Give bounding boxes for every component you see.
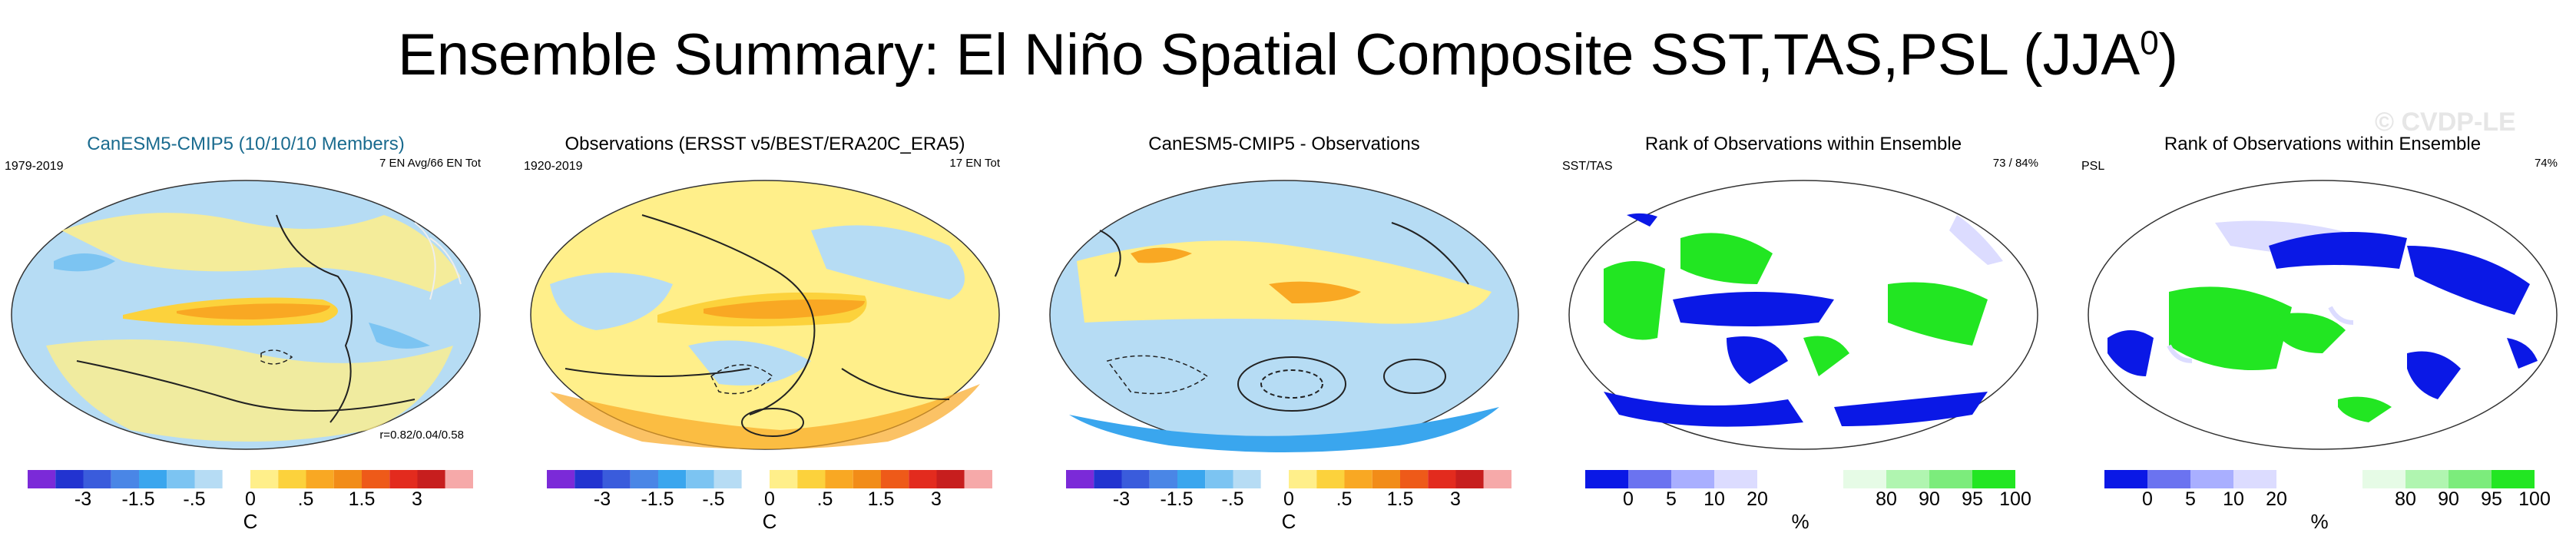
title-superscript: 0 bbox=[2140, 24, 2159, 62]
period-label: 1920-2019 bbox=[524, 160, 583, 173]
colorbar-tick: 0 bbox=[1283, 488, 1294, 510]
colorbar-unit: % bbox=[2310, 510, 2329, 533]
panel-rank-sst: Rank of Observations within Ensemble SST… bbox=[1558, 131, 2049, 538]
colorbar-tick: .5 bbox=[297, 488, 314, 510]
period-label: 1979-2019 bbox=[5, 160, 64, 173]
colorbar-tick: 0 bbox=[2142, 488, 2153, 510]
rank-map bbox=[2088, 180, 2558, 450]
count-label: 17 EN Tot bbox=[949, 157, 1000, 170]
colorbar-tick: 80 bbox=[2395, 488, 2416, 510]
sst-map bbox=[11, 180, 481, 450]
colorbar-unit: C bbox=[762, 510, 777, 533]
colorbar-tick: -.5 bbox=[1221, 488, 1244, 510]
title-text: Ensemble Summary: El Niño Spatial Compos… bbox=[398, 22, 2141, 88]
colorbar-tick: 20 bbox=[1747, 488, 1768, 510]
colorbar bbox=[1066, 470, 1511, 488]
percent-label: 74% bbox=[2534, 157, 2558, 170]
colorbar-tick: -1.5 bbox=[121, 488, 155, 510]
colorbar-unit: % bbox=[1791, 510, 1809, 533]
colorbar-tick: 5 bbox=[2185, 488, 2196, 510]
panel-observations: Observations (ERSST v5/BEST/ERA20C_ERA5)… bbox=[519, 131, 1011, 538]
colorbar-tick: -1.5 bbox=[1160, 488, 1194, 510]
colorbar bbox=[2104, 470, 2535, 488]
colorbar-tick: -.5 bbox=[183, 488, 206, 510]
colorbar-tick: 20 bbox=[2266, 488, 2287, 510]
title-close: ) bbox=[2158, 22, 2178, 88]
colorbar-tick: -3 bbox=[593, 488, 611, 510]
colorbar-tick: 1.5 bbox=[348, 488, 376, 510]
colorbar-unit: C bbox=[1281, 510, 1296, 533]
count-label: 7 EN Avg/66 EN Tot bbox=[379, 157, 481, 170]
colorbar-tick: -3 bbox=[74, 488, 92, 510]
correlation-label: r=0.82/0.04/0.58 bbox=[379, 429, 464, 442]
colorbar-unit: C bbox=[243, 510, 258, 533]
colorbar-tick: 5 bbox=[1666, 488, 1677, 510]
colorbar-tick: 100 bbox=[2518, 488, 2551, 510]
colorbar-tick: 95 bbox=[1962, 488, 1983, 510]
colorbar-tick: 100 bbox=[1999, 488, 2031, 510]
colorbar-tick: -3 bbox=[1112, 488, 1131, 510]
percent-label: 73 / 84% bbox=[1992, 157, 2038, 170]
panel-title: CanESM5-CMIP5 - Observations bbox=[1148, 134, 1420, 154]
colorbar-tick: 0 bbox=[245, 488, 256, 510]
panel-title: Observations (ERSST v5/BEST/ERA20C_ERA5) bbox=[565, 134, 965, 154]
panel-model: CanESM5-CMIP5 (10/10/10 Members) 1979-20… bbox=[0, 131, 492, 538]
watermark: © CVDP-LE bbox=[2375, 108, 2516, 137]
page-title: Ensemble Summary: El Niño Spatial Compos… bbox=[0, 22, 2576, 88]
colorbar-tick: 3 bbox=[1450, 488, 1461, 510]
sst-map bbox=[1049, 180, 1519, 452]
colorbar-tick: 90 bbox=[1919, 488, 1940, 510]
colorbar bbox=[28, 470, 473, 488]
panel-rank-psl: Rank of Observations within Ensemble PSL… bbox=[2077, 131, 2568, 538]
colorbar-tick: .5 bbox=[1336, 488, 1353, 510]
panel-difference: CanESM5-CMIP5 - Observations -3 -1.5 -.5… bbox=[1038, 131, 1530, 538]
colorbar-tick: 10 bbox=[2223, 488, 2244, 510]
colorbar-tick: -1.5 bbox=[641, 488, 674, 510]
colorbar-tick: 0 bbox=[1623, 488, 1634, 510]
colorbar bbox=[547, 470, 992, 488]
variable-label: SST/TAS bbox=[1562, 160, 1613, 173]
colorbar-tick: 95 bbox=[2481, 488, 2502, 510]
panel-title: CanESM5-CMIP5 (10/10/10 Members) bbox=[87, 134, 405, 154]
rank-map bbox=[1568, 180, 2038, 450]
colorbar-tick: 3 bbox=[412, 488, 422, 510]
colorbar-tick: 0 bbox=[764, 488, 775, 510]
colorbar-tick: 1.5 bbox=[867, 488, 895, 510]
colorbar-tick: .5 bbox=[816, 488, 833, 510]
panel-title: Rank of Observations within Ensemble bbox=[1644, 134, 1962, 154]
colorbar-tick: 10 bbox=[1704, 488, 1725, 510]
colorbar-tick: 80 bbox=[1876, 488, 1897, 510]
sst-map bbox=[530, 180, 1000, 450]
colorbar-tick: 1.5 bbox=[1386, 488, 1414, 510]
colorbar-tick: 90 bbox=[2438, 488, 2459, 510]
colorbar-tick: -.5 bbox=[702, 488, 725, 510]
panel-title: Rank of Observations within Ensemble bbox=[2164, 134, 2482, 154]
colorbar-tick: 3 bbox=[931, 488, 942, 510]
colorbar bbox=[1585, 470, 2015, 488]
variable-label: PSL bbox=[2081, 160, 2105, 173]
